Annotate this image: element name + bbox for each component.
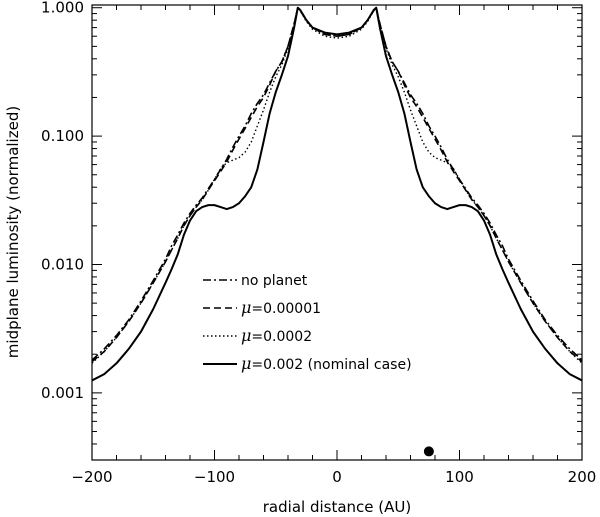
series-line-dot — [91, 7, 583, 364]
legend-label: μ=0.0002 — [241, 326, 312, 345]
x-axis-label: radial distance (AU) — [263, 498, 411, 516]
series-layer — [91, 6, 583, 457]
legend-label: no planet — [241, 273, 308, 289]
planet-marker — [423, 446, 434, 457]
y-axis-label: midplane luminosity (normalized) — [4, 106, 22, 358]
legend-label: μ=0.002 (nominal case) — [241, 354, 412, 373]
legend-label: μ=0.00001 — [241, 298, 321, 317]
x-tick-label: 0 — [332, 468, 342, 486]
x-tick-label: 100 — [445, 468, 474, 486]
y-tick-label: 0.100 — [41, 127, 84, 145]
x-tick-label: 200 — [568, 468, 597, 486]
series-line-solid — [91, 6, 583, 382]
y-tick-label: 1.000 — [41, 0, 84, 17]
y-tick-label: 0.010 — [41, 255, 84, 273]
legend: no planet μ=0.00001 μ=0.0002 μ=0.002 (nomin… — [203, 273, 412, 373]
series-line-dash-dot — [91, 6, 583, 361]
y-tick-label: 0.001 — [41, 384, 84, 402]
axis-ticks: −200 −100 0 100 200 0.001 0.010 0.100 1.000 — [41, 0, 596, 486]
x-tick-label: −100 — [194, 468, 235, 486]
x-tick-label: −200 — [71, 468, 112, 486]
